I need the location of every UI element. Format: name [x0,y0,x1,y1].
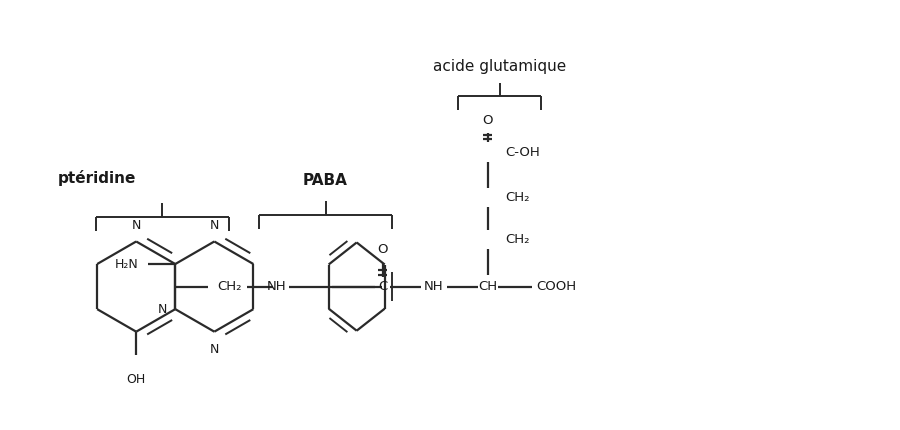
Text: NH: NH [424,280,444,293]
Text: C-OH: C-OH [505,146,540,159]
Text: N: N [210,344,219,356]
Text: PABA: PABA [303,173,348,188]
Text: N: N [210,219,219,232]
Text: NH: NH [266,280,286,293]
Text: H₂N: H₂N [114,258,138,270]
Text: CH₂: CH₂ [217,280,241,293]
Text: N: N [131,219,141,232]
Text: acide glutamique: acide glutamique [433,59,566,74]
Text: O: O [377,243,388,256]
Text: N: N [158,303,167,316]
Text: CH₂: CH₂ [505,233,530,246]
Text: OH: OH [127,373,146,386]
Text: CH: CH [478,280,497,293]
Text: O: O [482,114,493,127]
Text: C: C [378,280,387,293]
Text: CH₂: CH₂ [505,191,530,204]
Text: COOH: COOH [536,280,576,293]
Text: ptéridine: ptéridine [58,170,136,186]
